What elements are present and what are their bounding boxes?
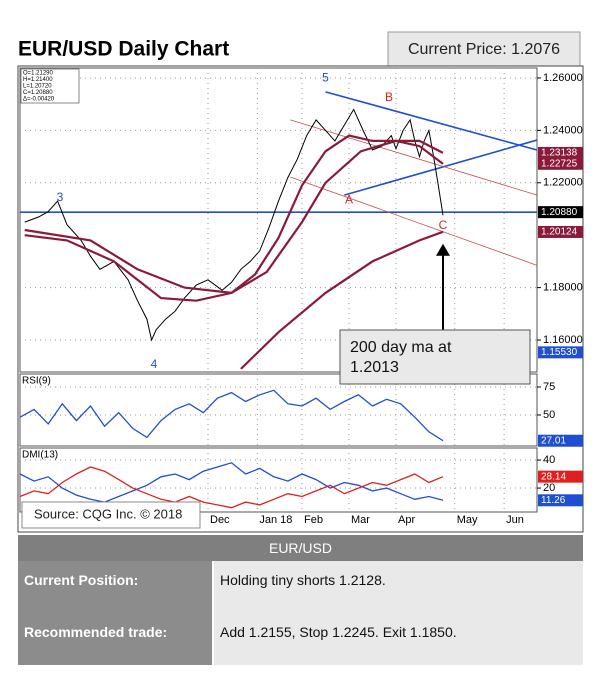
value-tag-label: 28.14: [541, 471, 566, 482]
info-line: L=1.20720: [23, 84, 52, 90]
series-line: [24, 139, 444, 295]
info-line: O=1.21290: [23, 71, 54, 77]
source-box: [21, 501, 201, 529]
series-line: [19, 389, 444, 442]
annotation-text: 1.2013: [350, 359, 399, 376]
panel: [19, 373, 538, 447]
x-tick-label: Mar: [351, 514, 370, 526]
price-tag: [538, 206, 583, 219]
panel-title: RSI(9): [22, 376, 51, 387]
wave-label: C: [439, 218, 448, 232]
value-tag-label: 11.26: [541, 495, 566, 506]
x-tick-label: Jun: [506, 514, 524, 526]
price-tag: [538, 157, 583, 170]
table-row: Current Position: Holding tiny shorts 1.…: [18, 561, 583, 599]
info-line: Δ=-0.00420: [23, 97, 55, 103]
wave-label: 5: [322, 71, 329, 85]
price-tag-label: 1.20124: [541, 227, 578, 238]
x-tick-label: Dec: [210, 514, 230, 526]
row-label: Current Position:: [18, 561, 212, 599]
trendline: [344, 139, 538, 196]
y-tick-label: 1.18000: [543, 282, 583, 294]
price-tag-label: 1.22725: [541, 158, 578, 169]
wave-label: 4: [151, 357, 158, 371]
x-tick-label: May: [457, 514, 478, 526]
info-line: C=1.20880: [23, 90, 53, 96]
price-tag-label: 1.23138: [541, 148, 578, 159]
panel-title: DMI(13): [22, 450, 58, 461]
trendline: [325, 91, 538, 151]
y-tick-label: 40: [543, 454, 555, 466]
panel: [19, 67, 538, 373]
price-tag-label: 1.20880: [541, 207, 578, 218]
series-line: [19, 462, 444, 503]
value-tag: [538, 494, 583, 507]
x-tick-label: Jan 18: [259, 514, 292, 526]
y-tick-label: 1.22000: [543, 177, 583, 189]
row-label: Recommended trade:: [18, 599, 212, 665]
series-line: [240, 230, 444, 370]
price-tag-label: 1.15530: [541, 347, 578, 358]
value-tag: [538, 434, 583, 447]
wave-label: A: [345, 192, 353, 206]
chart: EUR/USD Daily Chart Current Price: 1.207…: [17, 31, 584, 533]
row-value: Add 1.2155, Stop 1.2245. Exit 1.1850.: [212, 599, 583, 665]
trendline: [290, 119, 538, 196]
wave-label: 3: [57, 190, 64, 204]
arrow-head: [436, 243, 450, 256]
y-tick-label: 20: [543, 482, 555, 494]
wave-label: B: [385, 90, 393, 104]
table-row: Recommended trade: Add 1.2155, Stop 1.22…: [18, 599, 583, 665]
price-tag: [538, 225, 583, 238]
chart-title: EUR/USD Daily Chart: [18, 38, 229, 61]
current-price: Current Price: 1.2076: [408, 41, 560, 58]
series-line: [24, 134, 444, 302]
row-value: Holding tiny shorts 1.2128.: [212, 561, 583, 599]
annotation-text: 200 day ma at: [350, 339, 452, 356]
y-tick-label: 50: [543, 409, 555, 421]
price-tag: [538, 346, 583, 359]
trendline: [290, 176, 538, 266]
y-tick-label: 1.24000: [543, 124, 583, 136]
value-tag: [538, 470, 583, 483]
table: EUR/USD Current Position: Holding tiny s…: [18, 535, 583, 665]
price-tag: [538, 146, 583, 159]
value-tag-label: 27.01: [541, 435, 566, 446]
price-box: [387, 31, 581, 67]
y-tick-label: 1.16000: [543, 334, 583, 346]
y-tick-label: 75: [543, 381, 555, 393]
x-tick-label: Apr: [398, 514, 415, 526]
info-line: H=1.21400: [23, 77, 53, 83]
annotation-box: [339, 329, 531, 385]
table-header: EUR/USD: [18, 535, 583, 561]
info-box: [20, 68, 80, 104]
series-line: [19, 466, 444, 509]
x-tick-label: Feb: [304, 514, 323, 526]
source-text: Source: CQG Inc. © 2018: [34, 506, 182, 521]
y-tick-label: 1.26000: [543, 72, 583, 84]
series-line: [24, 108, 444, 342]
